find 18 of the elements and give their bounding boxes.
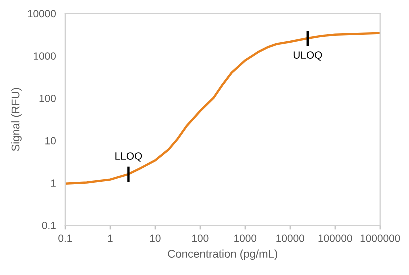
x-tick-label: 1 — [108, 234, 113, 242]
y-tick-label: 1000 — [34, 52, 56, 60]
y-tick-label: 100 — [40, 94, 56, 102]
y-tick-label: 10000 — [28, 10, 56, 18]
x-tick-label: 10000 — [276, 234, 304, 242]
annotation: LLOQ — [116, 152, 142, 162]
y-axis-title: Signal (RFU) — [12, 88, 22, 152]
y-tick-label: 10 — [46, 137, 56, 145]
y-tick-label: 0.1 — [42, 222, 56, 230]
x-axis-title: Concentration (pg/mL) — [168, 250, 278, 260]
y-tick-label: 1 — [51, 180, 56, 187]
x-tick-label: 1000000 — [360, 234, 400, 242]
x-tick-label: 0.1 — [58, 234, 72, 242]
x-tick-label: 100 — [192, 234, 209, 242]
x-tick-label: 10 — [150, 234, 161, 242]
x-tick-label: 100000 — [318, 234, 352, 242]
annotation: ULOQ — [294, 52, 322, 61]
x-tick-label: 1000 — [234, 234, 257, 242]
